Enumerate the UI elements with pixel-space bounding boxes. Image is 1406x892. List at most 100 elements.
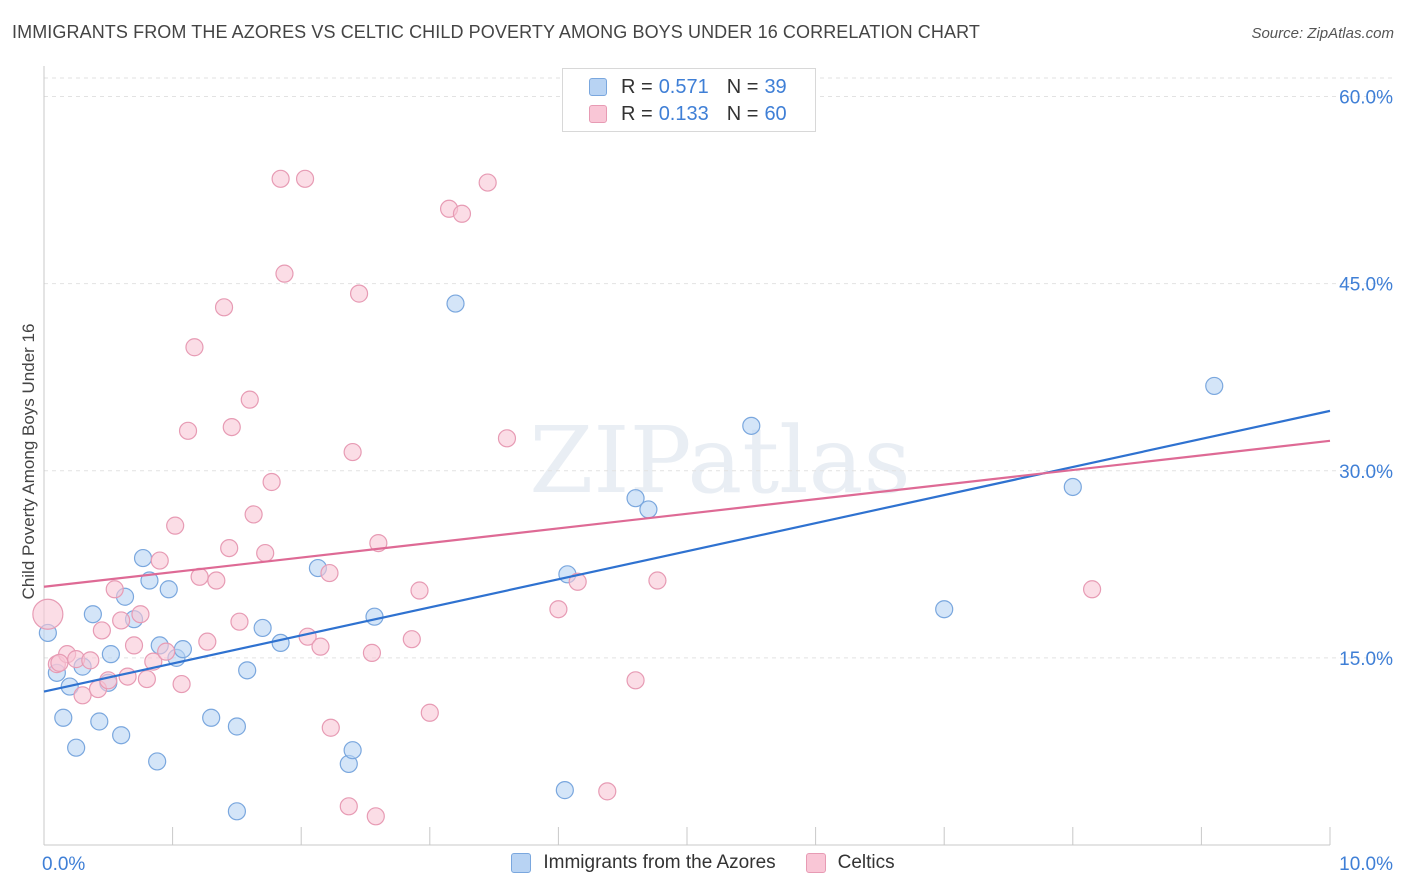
celtics-point bbox=[214, 298, 234, 317]
chart-title: IMMIGRANTS FROM THE AZORES VS CELTIC CHI… bbox=[12, 22, 980, 42]
azores-point bbox=[173, 640, 192, 659]
celtics-point bbox=[105, 580, 124, 599]
source-label: Source: ZipAtlas.com bbox=[1251, 25, 1394, 42]
celtics-point bbox=[198, 632, 217, 651]
celtics-point bbox=[50, 653, 69, 672]
celtics-point bbox=[598, 782, 617, 801]
celtics-point bbox=[244, 505, 263, 524]
celtics-swatch bbox=[805, 853, 826, 873]
celtics-point bbox=[320, 563, 339, 583]
azores-swatch bbox=[589, 78, 607, 96]
celtics-point bbox=[92, 621, 111, 640]
legend-n-label: N = bbox=[726, 75, 759, 98]
celtics-point bbox=[366, 807, 385, 826]
azores-point bbox=[90, 712, 109, 731]
celtics-point bbox=[220, 538, 239, 558]
celtics-point bbox=[112, 611, 131, 630]
x-tick-label: 0.0% bbox=[42, 854, 85, 875]
azores-point bbox=[343, 741, 362, 760]
azores-point bbox=[253, 618, 272, 638]
celtics-point bbox=[349, 284, 369, 303]
azores-trend-line bbox=[43, 409, 1331, 693]
azores-point bbox=[639, 500, 658, 519]
azores-point bbox=[133, 548, 153, 568]
azores-point bbox=[365, 607, 384, 626]
azores-point bbox=[101, 645, 120, 664]
celtics-point bbox=[1082, 580, 1102, 599]
celtics-point bbox=[343, 442, 362, 462]
azores-point bbox=[83, 605, 102, 624]
celtics-point bbox=[99, 671, 118, 690]
legend-r-label: R = bbox=[621, 102, 653, 125]
celtics-point bbox=[137, 669, 156, 689]
celtics-trend-line bbox=[43, 439, 1331, 588]
celtics-point bbox=[166, 516, 185, 535]
azores-swatch bbox=[511, 853, 532, 873]
celtics-point bbox=[549, 600, 568, 619]
celtics-point bbox=[362, 643, 382, 662]
legend-n-value-azores: 39 bbox=[764, 75, 787, 98]
legend-row-celtics: R = 0.133 N = 60 bbox=[589, 102, 787, 126]
celtics-point bbox=[207, 571, 226, 590]
celtics-point bbox=[185, 338, 204, 357]
celtics-swatch bbox=[589, 105, 607, 123]
celtics-point bbox=[150, 551, 169, 570]
celtics-point bbox=[262, 472, 281, 492]
celtics-point bbox=[339, 797, 358, 816]
celtics-point bbox=[32, 598, 64, 630]
series-legend-celtics-label: Celtics bbox=[837, 852, 895, 873]
celtics-point bbox=[321, 718, 340, 737]
y-tick-label: 15.0% bbox=[1339, 649, 1393, 670]
celtics-point bbox=[124, 636, 144, 655]
azores-point bbox=[54, 708, 73, 727]
y-tick-label: 45.0% bbox=[1339, 275, 1393, 296]
celtics-point bbox=[311, 637, 330, 656]
celtics-point bbox=[648, 571, 667, 590]
series-legend-celtics: Celtics bbox=[805, 852, 895, 874]
azores-point bbox=[227, 802, 246, 821]
series-legend: Immigrants from the Azores Celtics bbox=[0, 852, 1406, 874]
azores-point bbox=[112, 726, 131, 745]
celtics-point bbox=[452, 204, 472, 223]
legend-n-value-celtics: 60 bbox=[764, 102, 787, 125]
azores-point bbox=[935, 600, 954, 619]
celtics-point bbox=[478, 173, 497, 192]
legend-n-label: N = bbox=[726, 102, 759, 125]
legend-r-value-azores: 0.571 bbox=[658, 75, 709, 98]
legend-row-azores: R = 0.571 N = 39 bbox=[589, 75, 787, 99]
watermark: ZIPatlas bbox=[529, 407, 910, 514]
celtics-point bbox=[271, 169, 290, 188]
azores-point bbox=[159, 580, 178, 599]
celtics-point bbox=[402, 630, 421, 649]
celtics-point bbox=[295, 169, 315, 188]
celtics-point bbox=[410, 581, 429, 600]
azores-point bbox=[446, 294, 465, 313]
legend-r-label: R = bbox=[621, 75, 653, 98]
series-legend-azores: Immigrants from the Azores bbox=[511, 852, 776, 874]
azores-point bbox=[555, 781, 574, 800]
x-tick-label: 10.0% bbox=[1339, 854, 1393, 875]
celtics-point bbox=[256, 543, 275, 563]
azores-point bbox=[238, 661, 257, 680]
azores-point bbox=[626, 489, 645, 508]
celtics-point bbox=[81, 651, 100, 670]
y-tick-label: 60.0% bbox=[1339, 88, 1393, 109]
azores-point bbox=[1063, 477, 1082, 497]
celtics-point bbox=[131, 605, 150, 624]
celtics-point bbox=[230, 612, 249, 631]
y-axis-label: Child Poverty Among Boys Under 16 bbox=[19, 324, 38, 600]
celtics-point bbox=[178, 421, 198, 440]
celtics-point bbox=[73, 686, 92, 705]
celtics-point bbox=[420, 703, 439, 722]
azores-point bbox=[202, 708, 221, 727]
legend-r-value-celtics: 0.133 bbox=[658, 102, 709, 125]
celtics-point bbox=[568, 572, 587, 591]
celtics-point bbox=[222, 417, 241, 437]
celtics-point bbox=[118, 667, 137, 686]
celtics-point bbox=[157, 642, 176, 661]
azores-point bbox=[742, 416, 761, 435]
azores-point bbox=[67, 738, 86, 757]
celtics-point bbox=[240, 390, 259, 409]
celtics-point bbox=[497, 429, 517, 448]
y-tick-label: 30.0% bbox=[1339, 462, 1393, 483]
